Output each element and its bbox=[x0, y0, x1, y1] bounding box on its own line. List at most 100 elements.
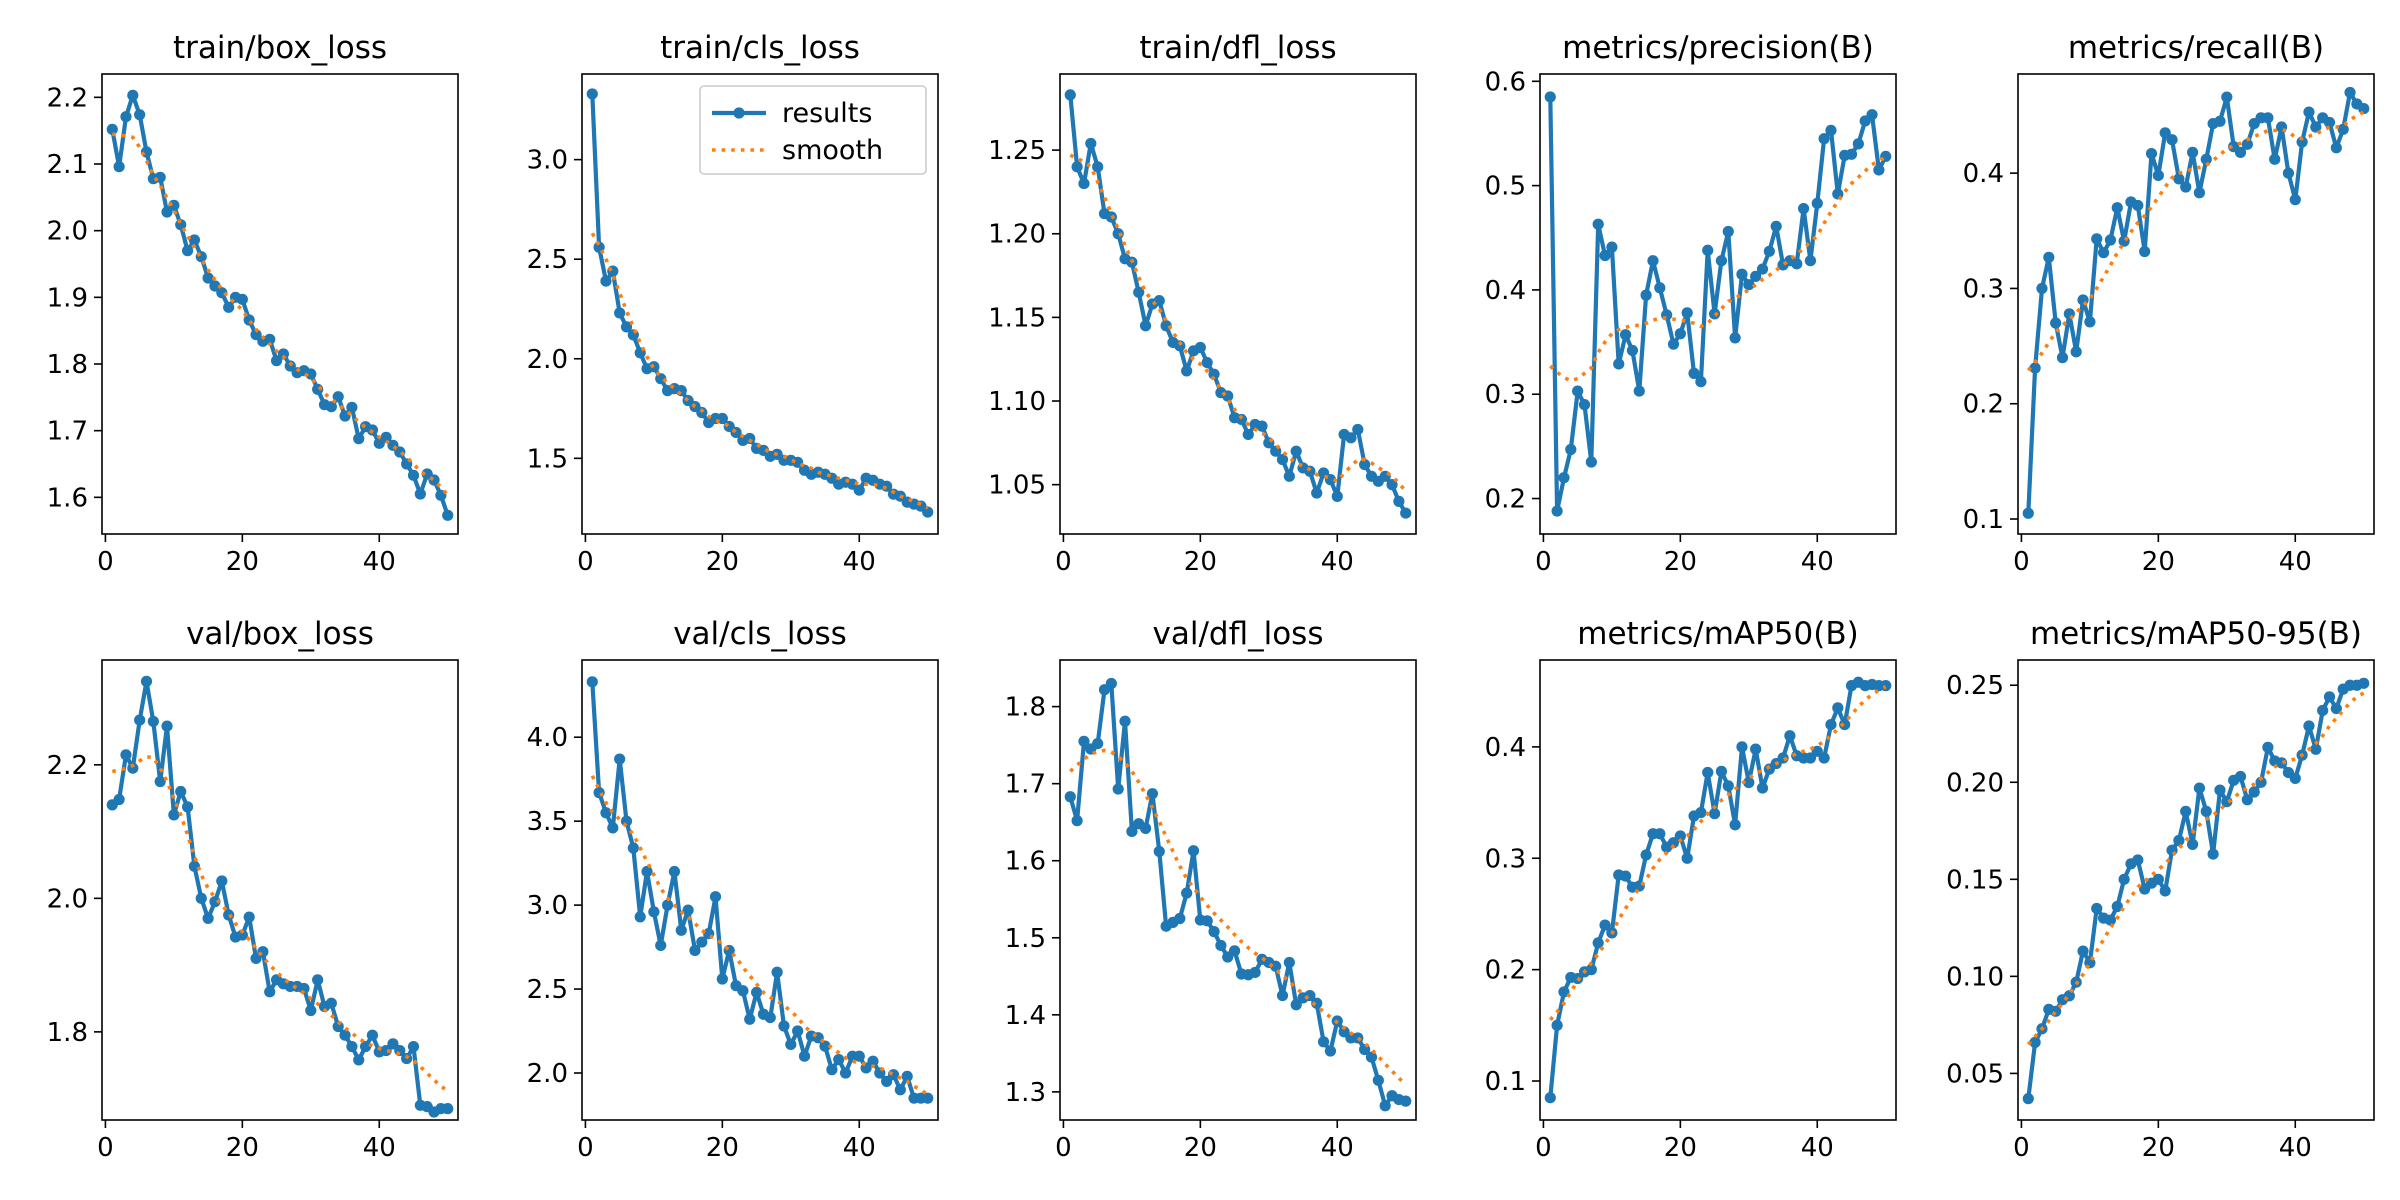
results-point bbox=[243, 911, 255, 923]
results-point bbox=[716, 973, 728, 985]
results-point bbox=[134, 109, 146, 121]
results-point bbox=[1640, 289, 1652, 301]
results-point bbox=[819, 1040, 831, 1052]
results-point bbox=[442, 1103, 454, 1115]
y-tick-label: 1.3 bbox=[1005, 1078, 1046, 1108]
results-point bbox=[2330, 702, 2342, 715]
smooth-line bbox=[1069, 748, 1407, 1087]
x-tick-label: 40 bbox=[1321, 547, 1354, 577]
results-point bbox=[1715, 765, 1728, 777]
results-point bbox=[1708, 808, 1721, 820]
axes-frame bbox=[101, 659, 459, 1121]
axes-frame bbox=[1059, 73, 1417, 535]
x-tick-label: 20 bbox=[226, 547, 259, 577]
y-tick-label: 1.6 bbox=[1005, 847, 1046, 877]
x-tick-label: 20 bbox=[1664, 1133, 1697, 1163]
results-point bbox=[2173, 834, 2185, 847]
results-point bbox=[236, 293, 248, 305]
results-point bbox=[614, 753, 626, 765]
results-point bbox=[1626, 344, 1639, 357]
results-point bbox=[1613, 358, 1625, 370]
results-point bbox=[682, 904, 694, 916]
subplot-title: val/dfl_loss bbox=[1153, 616, 1324, 652]
results-point bbox=[2275, 757, 2288, 769]
results-point bbox=[2104, 234, 2117, 246]
results-point bbox=[2084, 316, 2096, 328]
subplot-train-cls-loss: train/cls_loss 0 20 40 1.5 2.0 2.5 3.0 results sm… bbox=[527, 30, 939, 577]
results-point bbox=[1249, 966, 1261, 979]
y-tick-label: 0.5 bbox=[1485, 172, 1526, 202]
results-point bbox=[853, 484, 865, 496]
subplot-val-dfl-loss: val/dfl_loss 0 20 40 1.3 1.4 1.5 1.6 1.7 1.8 bbox=[1005, 616, 1417, 1163]
results-point bbox=[305, 1004, 317, 1017]
results-point bbox=[2200, 153, 2212, 165]
results-point bbox=[1400, 507, 1412, 519]
results-point bbox=[1832, 702, 1844, 714]
results-point bbox=[140, 675, 153, 687]
results-point bbox=[607, 822, 619, 834]
y-tick-label: 0.15 bbox=[1946, 865, 2004, 895]
results-point bbox=[655, 939, 667, 952]
y-tick-label: 0.3 bbox=[1963, 274, 2004, 304]
results-point bbox=[1640, 849, 1652, 861]
results-point bbox=[1365, 1051, 1378, 1063]
plot-area bbox=[1544, 676, 1892, 1104]
y-tick-label: 2.0 bbox=[527, 345, 568, 375]
results-point bbox=[620, 321, 633, 333]
results-point bbox=[1078, 177, 1090, 190]
x-tick-label: 40 bbox=[2279, 547, 2312, 577]
results-point bbox=[1729, 332, 1741, 344]
results-point bbox=[2289, 194, 2301, 206]
results-point bbox=[1770, 220, 1782, 232]
results-point bbox=[312, 974, 324, 986]
results-point bbox=[2173, 173, 2185, 185]
x-tick-label: 40 bbox=[2279, 1133, 2312, 1163]
results-point bbox=[2310, 121, 2322, 133]
results-point bbox=[1126, 825, 1138, 838]
results-point bbox=[1085, 137, 1097, 150]
results-point bbox=[2241, 138, 2253, 150]
results-point bbox=[1811, 197, 1823, 209]
y-tick-label: 1.05 bbox=[988, 471, 1046, 501]
results-point bbox=[202, 912, 214, 924]
axes-frame bbox=[2017, 73, 2375, 535]
x-tick-label: 20 bbox=[1184, 547, 1217, 577]
smooth-line bbox=[1549, 155, 1887, 383]
results-point bbox=[181, 801, 194, 813]
results-point bbox=[2132, 199, 2144, 212]
results-point bbox=[1750, 270, 1762, 282]
y-tick-label: 1.10 bbox=[988, 387, 1046, 417]
results-point bbox=[1811, 745, 1823, 757]
results-point bbox=[1592, 937, 1604, 949]
results-point bbox=[1544, 91, 1556, 103]
results-point bbox=[1558, 986, 1570, 998]
x-tick-label: 20 bbox=[1184, 1133, 1217, 1163]
results-point bbox=[1654, 828, 1666, 840]
results-point bbox=[1064, 89, 1076, 101]
subplot-title: metrics/precision(B) bbox=[1562, 30, 1874, 66]
results-point bbox=[2303, 106, 2315, 118]
y-tick-label: 2.0 bbox=[527, 1059, 568, 1089]
x-tick-label: 0 bbox=[1055, 547, 1072, 577]
results-point bbox=[1674, 328, 1686, 340]
results-point bbox=[1633, 385, 1645, 397]
results-point bbox=[1688, 367, 1700, 379]
subplot-title: metrics/mAP50(B) bbox=[1577, 616, 1858, 652]
results-point bbox=[202, 272, 214, 284]
results-point bbox=[2104, 914, 2117, 926]
results-point bbox=[2234, 770, 2247, 783]
results-point bbox=[120, 749, 132, 761]
x-tick-label: 40 bbox=[1321, 1133, 1354, 1163]
results-point bbox=[1153, 845, 1165, 858]
results-point bbox=[2241, 794, 2253, 806]
results-point bbox=[826, 1064, 838, 1076]
results-point bbox=[257, 946, 269, 958]
subplot-title: train/box_loss bbox=[173, 30, 387, 66]
results-point bbox=[2132, 854, 2144, 866]
x-tick-label: 0 bbox=[97, 547, 114, 577]
results-point bbox=[696, 936, 708, 948]
results-point bbox=[2180, 805, 2192, 817]
subplot-metrics-map50-b: metrics/mAP50(B) 0 20 40 0.1 0.2 0.3 0.4 bbox=[1485, 616, 1897, 1163]
results-point bbox=[867, 1055, 879, 1067]
